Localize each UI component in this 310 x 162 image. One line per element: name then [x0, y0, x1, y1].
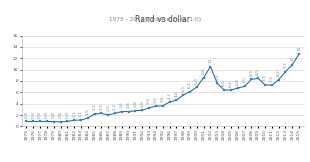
- Point: [51, 120, 56, 123]
- Text: 5.5: 5.5: [181, 84, 185, 92]
- Text: 8.5: 8.5: [256, 68, 260, 75]
- Title: Rand vs dollar: Rand vs dollar: [135, 15, 190, 24]
- Point: [85, 117, 90, 119]
- Text: 2.3: 2.3: [113, 103, 117, 110]
- Text: 9.7: 9.7: [283, 61, 287, 68]
- Text: 7.0: 7.0: [242, 76, 246, 83]
- Text: 6.1: 6.1: [188, 81, 192, 88]
- Text: 3.5: 3.5: [154, 96, 158, 103]
- Text: 2.6: 2.6: [127, 101, 131, 108]
- Text: 6.4: 6.4: [229, 80, 233, 87]
- Text: 0.8: 0.8: [52, 111, 56, 118]
- Point: [228, 89, 233, 92]
- Point: [222, 88, 227, 91]
- Point: [201, 76, 206, 79]
- Text: 8.3: 8.3: [249, 69, 253, 76]
- Point: [99, 112, 104, 115]
- Text: 1.1: 1.1: [79, 110, 83, 117]
- Text: 2.3: 2.3: [100, 103, 104, 110]
- Point: [297, 53, 302, 55]
- Point: [31, 120, 36, 123]
- Point: [181, 94, 186, 96]
- Point: [188, 90, 193, 93]
- Point: [92, 113, 97, 115]
- Point: [276, 79, 281, 81]
- Point: [153, 105, 158, 108]
- Text: 4.6: 4.6: [175, 90, 178, 97]
- Text: 2.8: 2.8: [134, 100, 138, 107]
- Point: [44, 120, 49, 123]
- Point: [249, 78, 254, 81]
- Point: [72, 119, 77, 122]
- Text: 0.9: 0.9: [65, 111, 69, 118]
- Text: 0.9: 0.9: [24, 111, 29, 118]
- Text: 1.1: 1.1: [72, 110, 76, 117]
- Text: 0.9: 0.9: [45, 111, 49, 118]
- Text: 1.5: 1.5: [86, 108, 90, 115]
- Text: 0.9: 0.9: [31, 111, 35, 118]
- Point: [208, 65, 213, 68]
- Text: 11: 11: [290, 56, 294, 61]
- Point: [160, 104, 165, 107]
- Point: [263, 84, 268, 86]
- Point: [235, 87, 240, 89]
- Point: [24, 120, 29, 123]
- Point: [126, 110, 131, 113]
- Point: [242, 85, 247, 88]
- Point: [119, 110, 124, 113]
- Text: 1975 - 2015 (Year-on-year, 1:0): 1975 - 2015 (Year-on-year, 1:0): [109, 17, 201, 22]
- Point: [133, 109, 138, 112]
- Point: [147, 107, 152, 109]
- Text: 0.9: 0.9: [38, 111, 42, 118]
- Text: 7.3: 7.3: [270, 75, 274, 82]
- Text: 3.3: 3.3: [147, 98, 151, 104]
- Text: 2.0: 2.0: [106, 104, 110, 111]
- Point: [113, 112, 117, 115]
- Text: 7.6: 7.6: [215, 73, 219, 80]
- Text: 6.5: 6.5: [222, 79, 226, 86]
- Point: [140, 109, 145, 111]
- Point: [167, 101, 172, 103]
- Point: [290, 64, 295, 66]
- Text: 6.9: 6.9: [195, 77, 199, 84]
- Text: 2.2: 2.2: [93, 104, 97, 110]
- Point: [38, 120, 42, 123]
- Point: [194, 86, 199, 88]
- Point: [269, 84, 274, 87]
- Text: 13: 13: [297, 45, 301, 51]
- Text: 8.6: 8.6: [202, 67, 206, 74]
- Text: 3.6: 3.6: [161, 95, 165, 102]
- Text: 8.2: 8.2: [277, 69, 281, 76]
- Point: [106, 114, 111, 116]
- Text: 0.8: 0.8: [59, 112, 63, 118]
- Point: [78, 119, 83, 121]
- Point: [65, 120, 70, 123]
- Text: 6.8: 6.8: [236, 78, 240, 85]
- Point: [174, 99, 179, 102]
- Point: [215, 82, 220, 85]
- Text: 2.9: 2.9: [140, 100, 144, 107]
- Point: [256, 77, 261, 80]
- Point: [283, 70, 288, 73]
- Point: [58, 121, 63, 123]
- Text: 2.6: 2.6: [120, 101, 124, 108]
- Text: 11: 11: [208, 58, 212, 63]
- Text: 7.3: 7.3: [263, 75, 267, 81]
- Text: 4.3: 4.3: [168, 92, 171, 98]
